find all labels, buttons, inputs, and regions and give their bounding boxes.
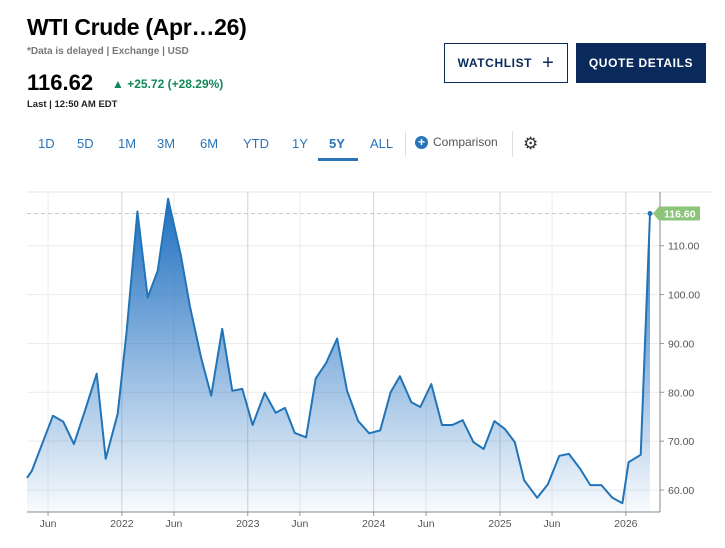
last-point — [647, 210, 653, 216]
tab-1d[interactable]: 1D — [38, 136, 55, 151]
last-timestamp: Last | 12:50 AM EDT — [27, 99, 118, 110]
divider — [405, 131, 406, 157]
tab-all[interactable]: ALL — [370, 136, 394, 151]
plus-circle-icon: + — [415, 135, 428, 149]
plus-icon: + — [542, 51, 555, 74]
x-tick-label: Jun — [291, 518, 308, 530]
up-triangle-icon: ▲ — [112, 77, 128, 91]
last-value-label: 116.60 — [664, 208, 696, 220]
comparison-button[interactable]: + Comparison — [415, 135, 498, 149]
tab-5d[interactable]: 5D — [77, 136, 94, 151]
x-tick-label: Jun — [165, 518, 182, 530]
y-tick-label: 90.00 — [668, 338, 694, 350]
price-area — [27, 198, 650, 513]
y-tick-label: 60.00 — [668, 485, 694, 497]
tab-3m[interactable]: 3M — [157, 136, 176, 151]
price-change: ▲ +25.72 (+28.29%) — [112, 77, 223, 91]
data-delay-note: *Data is delayed | Exchange | USD — [27, 46, 189, 57]
x-tick-label: 2023 — [236, 518, 260, 530]
tab-1y[interactable]: 1Y — [292, 136, 308, 151]
watchlist-label: WATCHLIST — [457, 56, 533, 70]
quote-details-button[interactable]: QUOTE DETAILS — [576, 43, 706, 83]
tab-6m[interactable]: 6M — [200, 136, 219, 151]
y-tick-label: 70.00 — [668, 436, 694, 448]
y-tick-label: 100.00 — [668, 290, 700, 302]
y-tick-label: 110.00 — [668, 241, 699, 253]
price-line — [26, 197, 651, 505]
y-tick-label: 80.00 — [668, 387, 694, 399]
x-tick-label: 2026 — [614, 518, 638, 530]
last-value-badge — [653, 206, 700, 221]
watchlist-button[interactable]: WATCHLIST + — [444, 43, 568, 83]
active-tab-indicator — [318, 158, 358, 161]
gear-icon[interactable]: ⚙ — [523, 134, 539, 153]
x-tick-label: 2022 — [110, 518, 134, 530]
last-price: 116.62 — [27, 70, 94, 95]
divider — [512, 131, 513, 157]
comparison-label: Comparison — [433, 135, 498, 149]
x-tick-label: 2025 — [488, 518, 512, 530]
page-title: WTI Crude (Apr…26) — [27, 14, 247, 40]
x-tick-label: Jun — [418, 518, 435, 530]
x-tick-label: Jun — [544, 518, 561, 530]
price-change-value: +25.72 (+28.29%) — [127, 77, 224, 91]
tab-5y[interactable]: 5Y — [329, 136, 345, 151]
tab-1m[interactable]: 1M — [118, 136, 137, 151]
x-tick-label: 2024 — [362, 518, 386, 530]
x-tick-label: Jun — [40, 518, 57, 530]
tab-ytd[interactable]: YTD — [243, 136, 269, 151]
